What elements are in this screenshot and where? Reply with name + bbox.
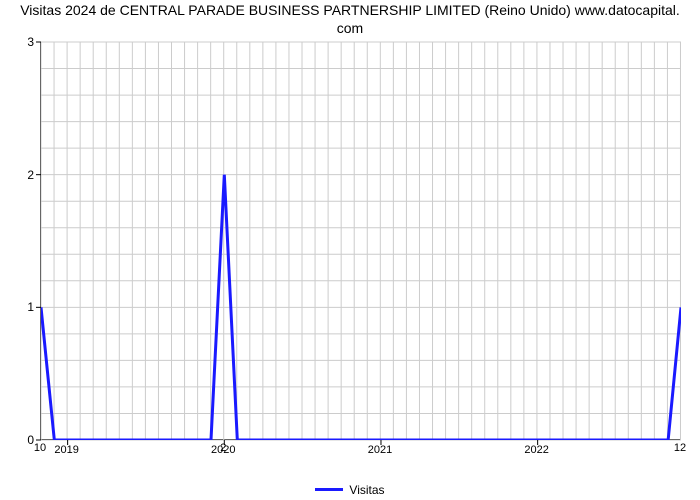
plot-area: [40, 42, 680, 440]
chart-title-line1: Visitas 2024 de CENTRAL PARADE BUSINESS …: [20, 2, 680, 18]
y-tick-label: 3: [4, 35, 34, 49]
data-point-label: 2: [220, 442, 226, 454]
x-tick-label: 2021: [368, 444, 392, 456]
legend: Visitas: [0, 478, 700, 497]
x-tick-label: 2019: [54, 444, 78, 456]
y-tick-label: 0: [4, 433, 34, 447]
series-svg: [41, 42, 681, 440]
data-point-label: 10: [34, 442, 46, 454]
y-tick-label: 2: [4, 168, 34, 182]
legend-label: Visitas: [349, 483, 384, 497]
visits-line: [41, 175, 681, 440]
y-tick-label: 1: [4, 300, 34, 314]
x-tick-label: 2022: [524, 444, 548, 456]
chart-container: Visitas 2024 de CENTRAL PARADE BUSINESS …: [0, 0, 700, 500]
legend-swatch: [315, 488, 343, 491]
chart-title: Visitas 2024 de CENTRAL PARADE BUSINESS …: [0, 2, 700, 37]
data-point-label: 12: [674, 442, 686, 454]
chart-title-line2: com: [337, 20, 363, 36]
